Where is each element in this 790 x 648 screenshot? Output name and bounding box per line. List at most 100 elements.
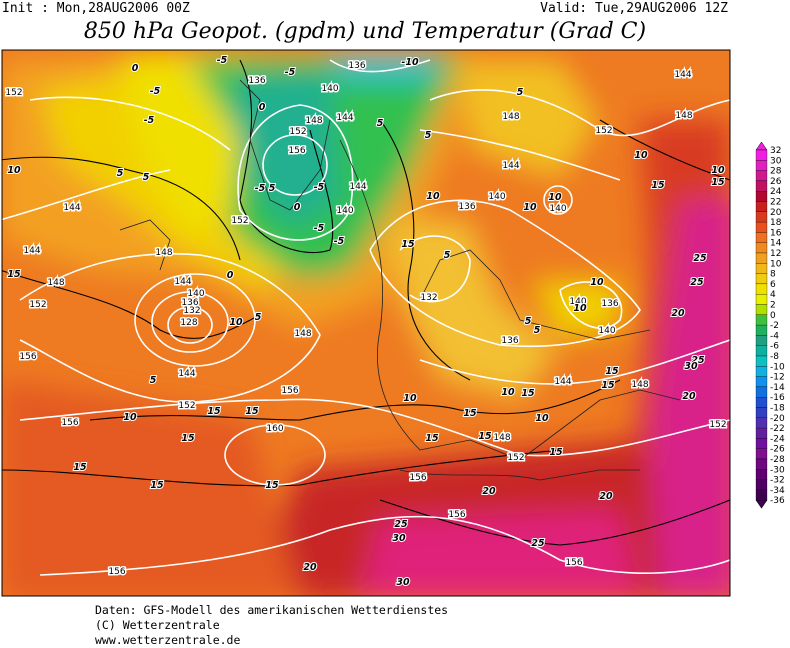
temperature-label: 20 bbox=[303, 562, 317, 573]
temperature-label: 15 bbox=[711, 177, 725, 188]
geopotential-label: 156 bbox=[19, 352, 36, 362]
colorbar-swatch bbox=[755, 294, 768, 305]
geopotential-label: 152 bbox=[29, 300, 46, 310]
colorbar-label: -36 bbox=[770, 496, 785, 506]
temperature-label: 5 bbox=[269, 183, 276, 194]
geopotential-label: 156 bbox=[448, 510, 465, 520]
footer-line: www.wetterzentrale.de bbox=[95, 633, 240, 647]
colorbar-label: -10 bbox=[770, 362, 785, 372]
colorbar-swatch bbox=[755, 273, 768, 285]
geopotential-label: 140 bbox=[187, 289, 204, 299]
temperature-label: 15 bbox=[401, 239, 415, 250]
geopotential-label: 148 bbox=[294, 329, 311, 339]
temperature-label: 10 bbox=[573, 303, 587, 314]
geopotential-label: 148 bbox=[155, 248, 172, 258]
colorbar-swatch bbox=[755, 304, 768, 315]
temperature-label: -5 bbox=[314, 223, 325, 234]
colorbar-label: 22 bbox=[770, 198, 781, 208]
temperature-label: 10 bbox=[548, 192, 562, 203]
colorbar-label: -14 bbox=[770, 383, 785, 393]
temperature-label: 15 bbox=[7, 269, 21, 280]
temperature-label: 15 bbox=[425, 433, 439, 444]
colorbar-label: 18 bbox=[770, 218, 782, 228]
colorbar-swatch bbox=[755, 397, 768, 408]
geopotential-label: 152 bbox=[231, 216, 248, 226]
colorbar-arrow-top bbox=[755, 141, 768, 151]
colorbar-swatch bbox=[755, 366, 768, 377]
geopotential-label: 144 bbox=[349, 182, 366, 192]
colorbar-swatch bbox=[755, 149, 768, 161]
temperature-label: 25 bbox=[691, 355, 705, 366]
colorbar-label: 2 bbox=[770, 301, 776, 311]
colorbar-label: 28 bbox=[770, 167, 782, 177]
geopotential-label: 144 bbox=[174, 277, 191, 287]
temperature-label: 20 bbox=[599, 491, 613, 502]
geopotential-label: 148 bbox=[493, 433, 510, 443]
colorbar-swatch bbox=[755, 345, 768, 357]
geopotential-label: 152 bbox=[709, 420, 726, 430]
colorbar-label: -16 bbox=[770, 393, 785, 403]
temperature-label: 10 bbox=[229, 317, 243, 328]
temperature-label: 15 bbox=[265, 480, 279, 491]
temperature-label: -5 bbox=[314, 182, 325, 193]
colorbar-swatch bbox=[755, 479, 768, 491]
geopotential-label: 152 bbox=[178, 401, 195, 411]
temperature-label: 0 bbox=[132, 63, 139, 74]
geopotential-label: 148 bbox=[305, 116, 322, 126]
colorbar-label: -30 bbox=[770, 465, 785, 475]
colorbar-swatch bbox=[755, 417, 768, 429]
colorbar-swatch bbox=[755, 438, 768, 449]
geopotential-label: 156 bbox=[108, 567, 125, 577]
temperature-label: 15 bbox=[150, 480, 164, 491]
colorbar-label: 0 bbox=[770, 311, 776, 321]
temperature-field bbox=[2, 50, 730, 596]
temperature-label: 10 bbox=[426, 191, 440, 202]
temperature-label: 10 bbox=[590, 277, 604, 288]
colorbar-label: 26 bbox=[770, 177, 782, 187]
colorbar-swatch bbox=[755, 201, 768, 212]
colorbar-label: 24 bbox=[770, 187, 782, 197]
colorbar-swatch bbox=[755, 242, 768, 254]
geopotential-label: 156 bbox=[288, 146, 305, 156]
temperature-label: 15 bbox=[245, 406, 259, 417]
geopotential-label: 140 bbox=[488, 192, 505, 202]
colorbar-swatch bbox=[755, 324, 768, 336]
temperature-label: 25 bbox=[531, 538, 545, 549]
temperature-label: 5 bbox=[425, 130, 432, 141]
geopotential-label: 160 bbox=[266, 424, 283, 434]
map-area bbox=[2, 50, 730, 596]
temperature-label: 10 bbox=[501, 387, 515, 398]
colorbar-label: 20 bbox=[770, 208, 782, 218]
geopotential-label: 156 bbox=[281, 386, 298, 396]
temperature-label: 15 bbox=[181, 433, 195, 444]
geopotential-label: 136 bbox=[501, 336, 518, 346]
temperature-label: 30 bbox=[396, 577, 410, 588]
geopotential-label: 144 bbox=[502, 161, 519, 171]
colorbar-swatch bbox=[755, 191, 768, 202]
colorbar-swatch bbox=[755, 427, 768, 439]
temperature-label: 0 bbox=[259, 102, 266, 113]
temperature-label: 0 bbox=[227, 270, 234, 281]
geopotential-label: 148 bbox=[47, 278, 64, 288]
colorbar-arrow-bottom bbox=[755, 499, 768, 509]
colorbar-swatch bbox=[755, 407, 768, 418]
temperature-label: 15 bbox=[601, 380, 615, 391]
colorbar-label: -26 bbox=[770, 445, 785, 455]
geopotential-label: 144 bbox=[63, 203, 80, 213]
geopotential-label: 140 bbox=[549, 204, 566, 214]
temperature-label: 25 bbox=[394, 519, 408, 530]
coastlines bbox=[119, 79, 681, 481]
temperature-label: 10 bbox=[7, 165, 21, 176]
colorbar-label: -32 bbox=[770, 476, 785, 486]
geopotential-contours bbox=[2, 59, 730, 576]
colorbar-label: -6 bbox=[770, 342, 779, 352]
temperature-label: 5 bbox=[377, 118, 384, 129]
colorbar-label: 16 bbox=[770, 228, 782, 238]
geopotential-label: 140 bbox=[569, 297, 586, 307]
colorbar-label: -2 bbox=[770, 321, 779, 331]
temperature-label: 5 bbox=[117, 168, 124, 179]
geopotential-label: 144 bbox=[178, 369, 195, 379]
temperature-label: 5 bbox=[255, 312, 262, 323]
temperature-label: 15 bbox=[478, 431, 492, 442]
